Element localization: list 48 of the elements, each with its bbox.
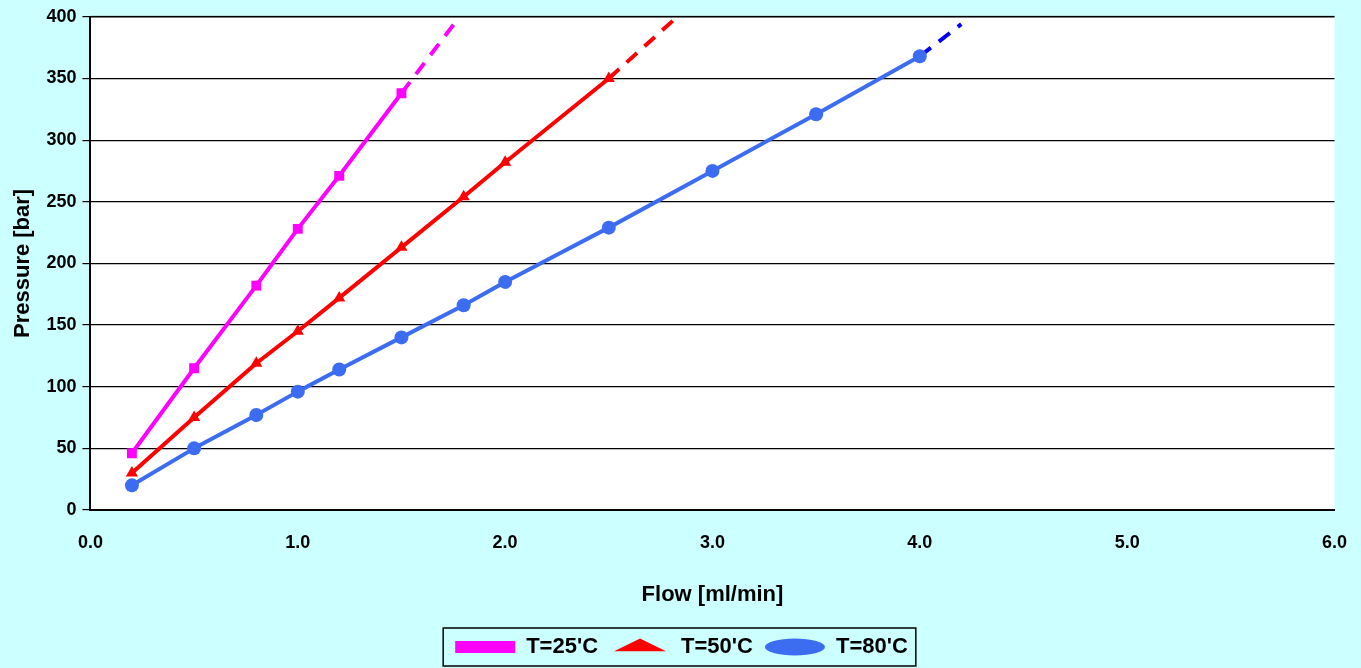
legend-label: T=50'C [681,633,754,659]
point [187,441,202,456]
point [251,280,262,291]
point [705,163,720,178]
x-tick-label: 5.0 [1114,531,1140,552]
point [189,363,200,374]
point [396,88,407,99]
legend-label: T=80'C [835,633,908,659]
point [456,298,471,313]
point [395,240,408,251]
point [250,356,263,367]
y-tick-label: 400 [46,5,77,26]
x-tick-label: 1.0 [285,531,311,552]
point [498,274,513,289]
y-axis-title: Pressure [bar] [9,188,35,338]
y-tick-label: 0 [66,498,77,519]
point [602,71,615,82]
point [499,155,512,166]
y-tick-label: 150 [46,314,77,335]
point [601,220,616,235]
point [292,223,303,234]
point [126,448,137,459]
point [394,330,409,345]
point [124,478,139,493]
y-tick-label: 50 [56,437,77,458]
x-axis-title: Flow [ml/min] [641,580,784,606]
point [188,410,201,422]
x-tick-label: 3.0 [699,531,725,552]
y-tick-label: 200 [46,252,77,273]
x-tick-label: 2.0 [492,531,518,552]
x-tick-label: 4.0 [907,531,933,552]
point [291,324,304,335]
point [125,466,138,477]
legend-label: T=25'C [526,633,599,659]
point [457,189,470,201]
x-tick-label: 6.0 [1321,531,1347,552]
y-tick-label: 250 [46,190,77,211]
x-tick-label: 0.0 [77,531,103,552]
y-tick-label: 350 [46,67,77,88]
point [332,362,347,377]
point [809,107,824,122]
point [334,170,345,181]
point [333,290,346,302]
y-tick-label: 100 [46,375,77,396]
point [912,49,927,64]
point [249,408,264,423]
point [290,384,305,399]
y-tick-label: 300 [46,129,77,150]
